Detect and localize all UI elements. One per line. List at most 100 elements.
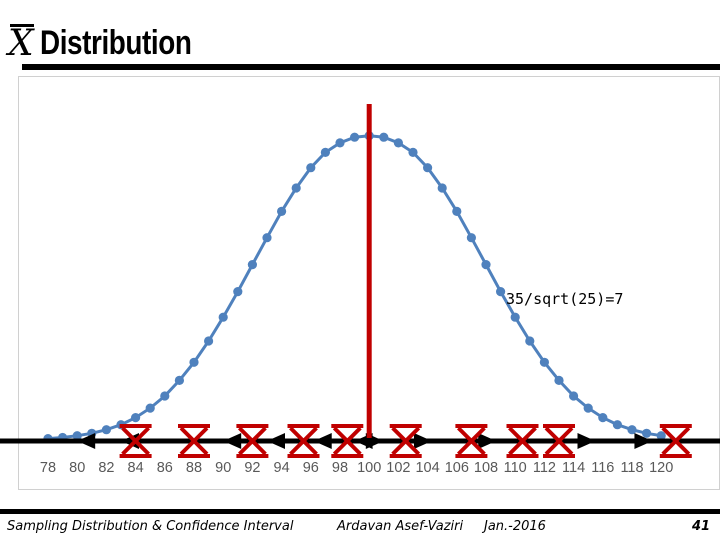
mark-stroke [544,426,574,456]
x-tick-label: 92 [244,460,260,476]
curve-point [145,403,155,413]
curve-point [72,431,82,441]
mark-stroke [508,426,537,456]
sample-mean-mark [659,424,692,458]
mark-stroke [456,426,486,456]
title-text: Distribution [39,24,192,62]
sample-mean-mark [119,424,152,458]
title-symbol: X [8,23,34,64]
x-tick-label: 96 [303,460,319,476]
curve-point [335,138,345,148]
curve-point [101,425,111,435]
arrow-head [267,433,285,449]
footer-rule [0,509,720,514]
curve-point [583,403,593,413]
curve-point [204,336,214,346]
sample-mean-mark [331,424,364,458]
curve-point [539,357,550,367]
x-tick-label: 108 [474,460,498,476]
x-tick-label: 110 [504,460,527,476]
curve-point [510,312,520,322]
curve-point [131,413,141,423]
curve-layer [43,131,666,444]
x-tick-label: 82 [98,460,114,476]
curve-point [247,260,257,270]
xbar-overline [10,24,34,27]
x-tick-label: 94 [274,460,290,476]
mark-stroke [289,426,318,456]
footer-author: Ardavan Asef-Vaziri [337,519,464,534]
x-tick-label: 102 [386,460,410,476]
x-tick-label: 88 [186,460,202,476]
footer-date: Jan.-2016 [484,519,546,534]
x-tick-label: 84 [128,460,144,476]
x-tick-label: 114 [562,460,585,476]
x-tick-label: 118 [620,460,643,476]
title-rule [22,64,720,70]
curve-point [233,287,243,297]
tick-label-layer: 78 80 82 84 86 88 90 92 94 96 98 100 102 104 106 108 110… [40,460,673,476]
curve-point [306,163,316,173]
x-tick-label: 78 [40,460,56,476]
arrow-head [478,433,497,449]
curve-point [569,391,579,401]
arrow-head [413,433,432,449]
sample-mean-mark [543,424,575,458]
curve-point [277,206,287,216]
curve-point [262,233,272,243]
curve-point [393,138,403,148]
x-tick-label: 112 [533,460,556,476]
sample-mean-mark [287,424,320,458]
arrow-head [223,433,242,449]
curve-point [612,420,623,430]
sample-mean-mark [178,424,210,458]
mark-stroke [179,426,209,456]
curve-point [408,147,418,157]
arrow-head [634,433,653,449]
mark-stroke [237,426,267,456]
curve-point [174,375,184,385]
curve-point [218,312,228,322]
number-line-layer [0,433,720,449]
curve-point [554,375,564,385]
page-number: 41 [692,519,711,534]
curve-point [452,206,462,216]
sample-mean-marks-layer [119,424,692,458]
curve-point [350,132,360,142]
mark-stroke [391,426,421,456]
curve-point [481,260,491,270]
curve-point [466,233,476,243]
sample-mean-mark [506,424,539,458]
x-tick-label: 86 [157,460,173,476]
sample-mean-mark [236,424,269,458]
arrow-head [577,433,596,449]
std-error-annotation: 35/sqrt(25)=7 [506,290,623,308]
x-tick-label: 100 [357,460,381,476]
title-xbar-symbol: X [8,23,34,64]
arrow-head [121,433,139,449]
mark-stroke [661,426,691,456]
x-tick-label: 90 [215,460,231,476]
curve-point [189,357,199,367]
curve-point [320,147,330,157]
sample-mean-mark [389,424,422,458]
mark-stroke [121,426,151,456]
curve-point [423,163,433,173]
curve-point [160,391,170,401]
slide-title: X Distribution [8,18,224,62]
x-tick-label: 104 [415,460,439,476]
x-tick-label: 116 [591,460,614,476]
curve-point [656,431,666,441]
footer-course: Sampling Distribution & Confidence Inter… [7,519,294,534]
curve-point [525,336,535,346]
curve-point [496,287,506,297]
curve-point [291,183,301,193]
curve-point [379,132,389,142]
mark-stroke [332,426,362,456]
x-tick-label: 80 [69,460,85,476]
distribution-curve-line [47,134,662,441]
curve-point [642,428,652,438]
x-tick-label: 106 [445,460,469,476]
curve-point [598,413,608,423]
